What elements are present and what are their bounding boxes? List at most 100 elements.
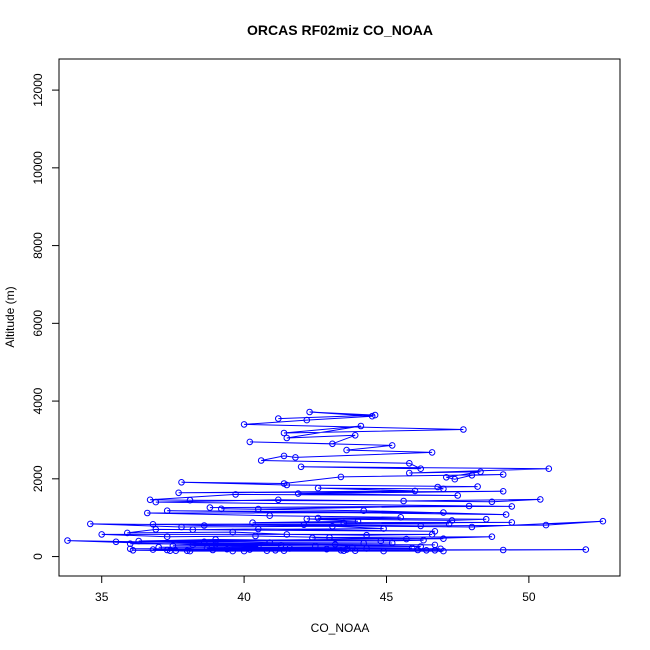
data-point [229, 528, 236, 536]
data-point [266, 539, 274, 546]
data-point [300, 521, 308, 529]
data-point [135, 537, 142, 545]
chart-title: ORCAS RF02miz CO_NOAA [247, 22, 433, 38]
data-point [263, 547, 271, 555]
data-point [408, 544, 416, 552]
data-point [189, 526, 197, 534]
data-point [149, 546, 157, 553]
data-point [149, 521, 157, 528]
y-tick-label: 4000 [31, 387, 45, 414]
data-point [542, 521, 550, 529]
data-point [340, 547, 348, 555]
data-point [582, 546, 590, 553]
plot-frame [58, 58, 621, 577]
data-point [232, 491, 239, 498]
data-point [337, 473, 345, 481]
data-point [400, 497, 407, 505]
y-axis-label: Altitude (m) [3, 286, 17, 347]
data-point [155, 543, 162, 551]
data-point [286, 545, 294, 552]
data-point [440, 535, 447, 543]
data-point [417, 522, 425, 530]
data-point [64, 537, 71, 544]
data-point [326, 534, 333, 541]
data-point [360, 540, 368, 547]
data-point [340, 519, 348, 527]
series-layer [64, 408, 607, 555]
data-point [183, 547, 191, 555]
x-tick-label: 50 [522, 590, 536, 604]
data-point [163, 546, 171, 554]
data-point [474, 483, 481, 490]
data-point [599, 517, 607, 525]
data-point [292, 454, 299, 461]
data-point [329, 522, 336, 530]
series-line [67, 411, 603, 552]
data-point [203, 544, 211, 552]
data-point [303, 515, 311, 523]
data-point [189, 541, 197, 549]
data-point [420, 536, 427, 544]
data-point [266, 512, 274, 520]
data-point [254, 543, 262, 551]
data-point [126, 540, 134, 548]
data-point [468, 472, 476, 479]
data-point [337, 547, 345, 554]
data-point [186, 496, 194, 504]
data-point [283, 481, 291, 489]
data-point [129, 547, 137, 554]
data-point [443, 474, 450, 481]
data-point [465, 502, 473, 510]
data-point [423, 547, 430, 554]
data-point [331, 541, 339, 548]
data-point [468, 523, 476, 531]
y-tick-label: 0 [31, 553, 45, 560]
data-point [406, 460, 413, 467]
data-point [314, 484, 322, 492]
data-point [403, 535, 410, 543]
data-point [380, 547, 387, 555]
data-point [368, 412, 376, 420]
data-point [312, 542, 319, 550]
data-point [482, 515, 490, 523]
data-point [280, 452, 288, 460]
data-point [431, 547, 439, 554]
data-point [363, 545, 370, 552]
data-point [252, 532, 259, 540]
y-tick-label: 10000 [31, 151, 45, 185]
data-point [218, 505, 225, 513]
data-point [254, 505, 262, 513]
data-point [223, 545, 231, 553]
y-tick-label: 12000 [31, 73, 45, 107]
data-point [163, 533, 171, 541]
data-point [477, 468, 484, 476]
data-point [499, 546, 507, 554]
data-point [163, 507, 171, 515]
data-point [314, 514, 322, 522]
data-point [169, 542, 177, 550]
data-point [351, 432, 359, 439]
data-point [146, 496, 154, 504]
data-point [212, 536, 219, 543]
x-tick-label: 40 [237, 590, 251, 604]
data-point [178, 479, 185, 486]
data-point [454, 492, 462, 499]
data-point [488, 498, 496, 506]
data-point [306, 408, 313, 416]
data-point [488, 533, 496, 541]
data-point [329, 440, 336, 448]
data-point [186, 547, 194, 555]
data-point [440, 485, 447, 493]
data-point [428, 531, 436, 538]
data-point [388, 442, 396, 449]
data-point [502, 511, 510, 518]
data-point [212, 540, 219, 548]
data-point [499, 471, 507, 478]
data-point [240, 547, 248, 555]
data-point [246, 438, 254, 446]
data-point [309, 534, 316, 542]
data-point [144, 509, 151, 517]
data-point [380, 525, 387, 532]
data-point [414, 546, 422, 554]
data-point [229, 547, 236, 555]
